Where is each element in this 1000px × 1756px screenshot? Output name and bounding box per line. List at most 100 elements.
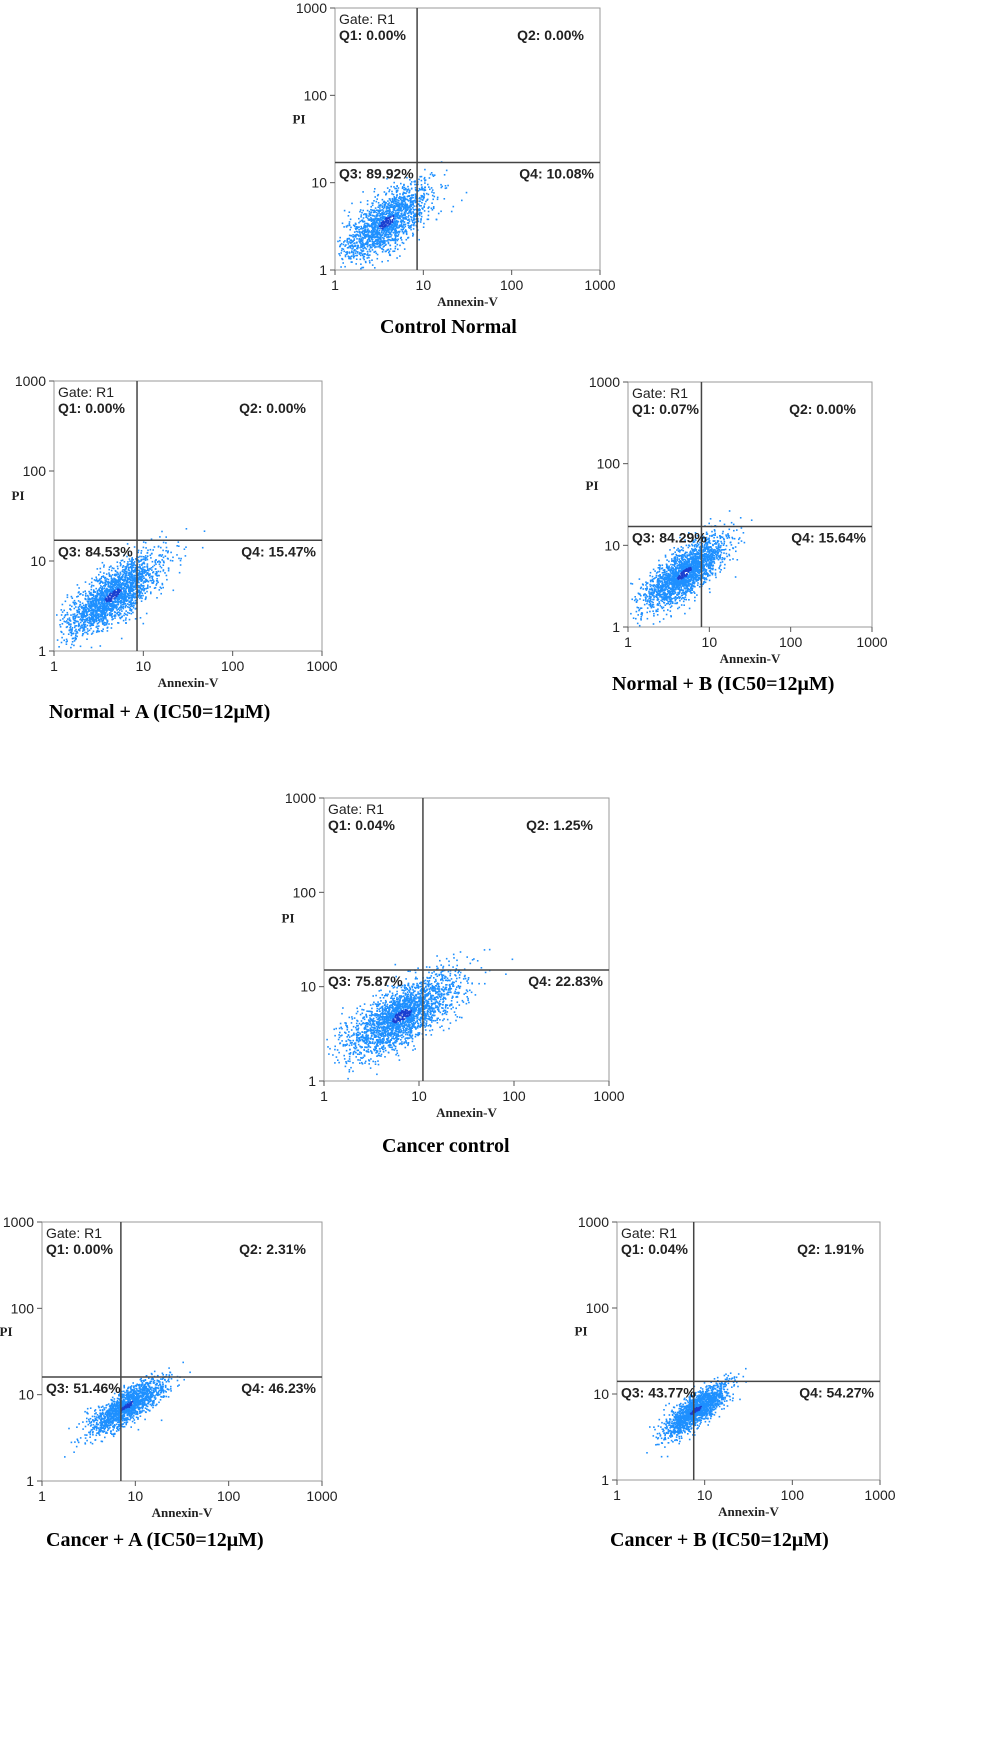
event-dot [125,613,127,616]
event-dot [101,587,104,589]
event-dot [671,553,673,556]
event-dot [418,178,420,181]
event-dot [692,551,694,554]
event-dot [664,592,666,594]
event-dot [79,621,82,624]
event-dot [107,581,109,583]
event-dot [387,231,390,234]
event-dot [395,210,397,212]
event-dot [111,618,113,621]
event-dot [74,621,76,624]
event-dot [145,569,147,572]
event-dot [152,565,154,568]
event-dot [640,613,642,616]
event-dot [131,573,134,575]
event-dot [374,223,376,226]
event-dot [123,579,125,582]
event-dot [117,608,119,611]
event-dot [382,217,384,220]
event-dot [125,597,127,600]
event-dot [398,202,401,205]
event-dot [648,594,651,596]
event-dot [133,577,136,579]
event-dot [411,201,414,204]
event-dot [143,570,145,572]
event-dot [359,232,361,234]
event-dot [63,609,65,612]
event-dot [132,606,135,609]
event-dot [427,218,430,221]
event-dot [372,244,375,246]
event-dot [375,226,377,228]
event-dot [394,232,397,235]
event-dot [660,576,662,578]
event-dot [418,187,421,190]
event-dot [147,568,149,570]
event-dot [146,566,149,569]
event-dot [666,574,668,577]
event-dot [90,581,93,584]
event-dot [373,251,375,253]
event-dot [385,192,388,195]
event-dot [368,238,370,240]
event-dot [131,558,133,561]
event-dot [682,549,685,552]
event-dot [399,237,402,239]
event-dot [179,564,182,566]
event-dot [110,581,112,584]
event-dot [70,595,73,598]
event-dot [406,203,408,206]
event-dot [103,603,106,606]
event-dot [138,566,140,569]
event-dot [387,233,390,236]
event-dot [375,211,378,214]
event-dot [85,606,87,609]
event-dot [92,610,94,612]
event-dot [75,632,77,635]
event-dot [91,584,93,587]
event-dot [344,255,347,258]
event-dot [65,638,68,641]
event-dot [708,588,711,590]
event-dot [639,587,642,590]
event-dot [691,583,693,586]
event-dot [397,213,400,215]
event-dot [73,602,75,605]
event-dot [418,197,420,200]
event-dot [79,613,82,615]
event-dot [436,198,439,201]
event-dot [386,207,388,209]
event-dot [711,530,713,533]
event-dot [666,565,668,568]
event-dot [109,613,111,615]
event-dot [348,223,351,225]
event-dot [140,552,142,554]
event-dot [420,187,423,189]
event-dot [74,615,76,617]
event-dot [672,538,675,541]
event-dot [352,251,355,254]
event-dot [653,615,655,617]
event-dot [413,222,415,225]
event-dot [88,592,91,595]
event-dot [383,222,385,224]
event-dot [376,232,378,234]
event-dot [361,231,364,233]
event-dot [679,549,681,552]
event-dot [129,595,131,597]
event-dot [386,223,388,225]
event-dot [673,556,676,559]
event-dot [339,244,342,246]
event-dot [153,580,155,582]
event-dot [418,209,421,212]
event-dot [375,216,378,218]
event-dot [427,214,430,217]
event-dot [428,177,431,179]
event-dot [129,573,131,575]
event-dot [95,587,97,590]
event-dot [110,603,112,606]
event-dot [631,598,633,601]
event-dot [393,214,396,217]
event-dot [421,207,424,210]
event-dot [385,234,387,237]
